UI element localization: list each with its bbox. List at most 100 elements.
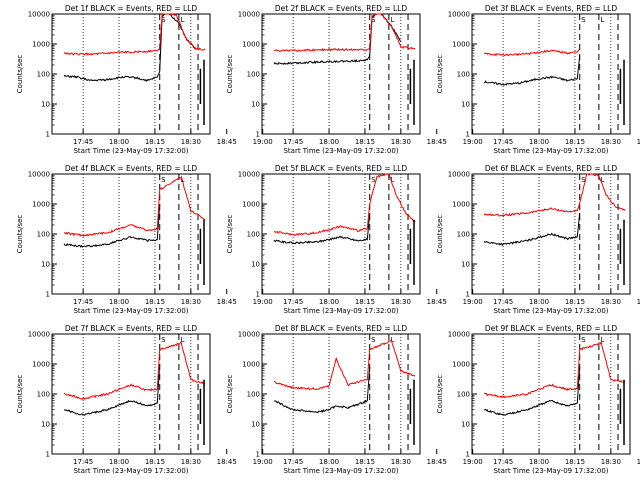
y-tick-label: 1000 — [452, 361, 470, 369]
y-tick-label: 10000 — [28, 331, 50, 339]
panel-det-8: Det 8f BLACK = Events, RED = LLD 1 10 100 10… — [226, 324, 483, 475]
x-axis-label: Start Time (23-May-09 17:32:00) — [73, 147, 188, 155]
marker-l: L — [601, 176, 605, 184]
x-tick-label: 18:30 — [601, 298, 621, 306]
marker-l: L — [601, 336, 605, 344]
x-axis-label: Start Time (23-May-09 17:32:00) — [283, 147, 398, 155]
y-tick-label: 1000 — [452, 41, 470, 49]
y-tick-label: 100 — [457, 391, 470, 399]
x-tick-label: 19:00 — [463, 458, 483, 466]
marker-l: L — [391, 336, 395, 344]
x-tick-label: 18:00 — [529, 138, 549, 146]
x-tick-label: 18:45 — [217, 458, 237, 466]
panel-title: Det 3f BLACK = Events, RED = LLD — [485, 4, 618, 13]
y-axis-label: Counts/sec — [436, 55, 444, 94]
x-tick-label: 17:45 — [283, 458, 303, 466]
y-tick-label: 1 — [256, 131, 260, 139]
x-tick-label: 18:45 — [637, 138, 640, 146]
series-events-line — [273, 212, 371, 245]
plot-frame — [261, 13, 421, 135]
y-axis-label: Counts/sec — [16, 55, 24, 94]
panel-title: Det 2f BLACK = Events, RED = LLD — [275, 4, 408, 13]
y-tick-label: 100 — [37, 231, 50, 239]
y-tick-label: 100 — [37, 71, 50, 79]
y-tick-label: 1 — [256, 291, 260, 299]
series-lld-line — [63, 13, 206, 56]
y-tick-label: 1 — [46, 451, 50, 459]
x-tick-label: 18:45 — [217, 138, 237, 146]
y-tick-label: 1 — [466, 451, 470, 459]
y-tick-label: 100 — [247, 391, 260, 399]
x-tick-label: 18:00 — [319, 138, 339, 146]
series-events-line — [273, 366, 371, 414]
x-tick-label: 18:15 — [565, 298, 585, 306]
y-tick-label: 10000 — [28, 11, 50, 19]
y-tick-label: 10 — [41, 261, 50, 269]
y-tick-label: 100 — [247, 71, 260, 79]
series-lld-line — [273, 339, 416, 391]
x-tick-label: 17:45 — [73, 138, 93, 146]
x-tick-label: 18:30 — [601, 458, 621, 466]
y-tick-label: 100 — [247, 231, 260, 239]
series-lld-line — [483, 341, 626, 399]
plot-frame — [51, 333, 211, 455]
y-tick-label: 1 — [46, 291, 50, 299]
y-tick-label: 10 — [461, 101, 470, 109]
panel-det-1: Det 1f BLACK = Events, RED = LLD 1 10 100 10… — [16, 4, 273, 155]
x-tick-label: 18:15 — [355, 298, 375, 306]
x-tick-label: 19:00 — [463, 298, 483, 306]
x-tick-label: 18:45 — [217, 298, 237, 306]
x-tick-label: 17:45 — [283, 138, 303, 146]
x-tick-label: 18:30 — [391, 298, 411, 306]
x-tick-label: 17:45 — [493, 138, 513, 146]
y-tick-label: 10000 — [448, 11, 470, 19]
x-tick-label: 18:00 — [109, 138, 129, 146]
x-axis-label: Start Time (23-May-09 17:32:00) — [283, 467, 398, 475]
x-tick-label: 19:00 — [463, 138, 483, 146]
x-tick-label: 18:45 — [427, 138, 447, 146]
marker-s: S — [371, 16, 376, 24]
y-tick-label: 100 — [457, 231, 470, 239]
y-axis-label: Counts/sec — [226, 55, 234, 94]
x-tick-label: 18:15 — [565, 458, 585, 466]
x-tick-label: 19:00 — [253, 138, 273, 146]
y-tick-label: 10 — [41, 101, 50, 109]
y-tick-label: 10000 — [28, 171, 50, 179]
plot-frame — [471, 13, 631, 135]
x-tick-label: 18:45 — [427, 458, 447, 466]
plot-frame — [51, 13, 211, 135]
panel-title: Det 5f BLACK = Events, RED = LLD — [275, 164, 408, 173]
marker-s: S — [161, 16, 166, 24]
series-events-line — [483, 366, 581, 416]
panel-det-3: Det 3f BLACK = Events, RED = LLD 1 10 100 10… — [436, 4, 640, 155]
y-tick-label: 10000 — [238, 331, 260, 339]
marker-s: S — [161, 336, 166, 344]
x-tick-label: 18:30 — [391, 458, 411, 466]
x-tick-label: 19:00 — [253, 298, 273, 306]
marker-l: L — [181, 336, 185, 344]
y-tick-label: 1000 — [242, 361, 260, 369]
x-tick-label: 18:30 — [181, 458, 201, 466]
series-lld-line — [273, 173, 416, 237]
y-axis-label: Counts/sec — [16, 375, 24, 414]
x-tick-label: 17:45 — [283, 298, 303, 306]
panel-title: Det 8f BLACK = Events, RED = LLD — [275, 324, 408, 333]
y-axis-label: Counts/sec — [226, 215, 234, 254]
y-tick-label: 1000 — [242, 201, 260, 209]
marker-s: S — [161, 176, 166, 184]
x-tick-label: 18:30 — [181, 138, 201, 146]
panel-title: Det 7f BLACK = Events, RED = LLD — [65, 324, 198, 333]
y-tick-label: 1000 — [32, 361, 50, 369]
y-tick-label: 100 — [37, 391, 50, 399]
series-lld-line — [63, 175, 206, 238]
x-axis-label: Start Time (23-May-09 17:32:00) — [493, 467, 608, 475]
x-tick-label: 18:00 — [109, 298, 129, 306]
marker-l: L — [601, 16, 605, 24]
y-tick-label: 10000 — [238, 171, 260, 179]
x-tick-label: 18:00 — [529, 298, 549, 306]
y-tick-label: 1000 — [242, 41, 260, 49]
y-tick-label: 10000 — [448, 331, 470, 339]
panel-title: Det 1f BLACK = Events, RED = LLD — [65, 4, 198, 13]
marker-s: S — [581, 16, 586, 24]
